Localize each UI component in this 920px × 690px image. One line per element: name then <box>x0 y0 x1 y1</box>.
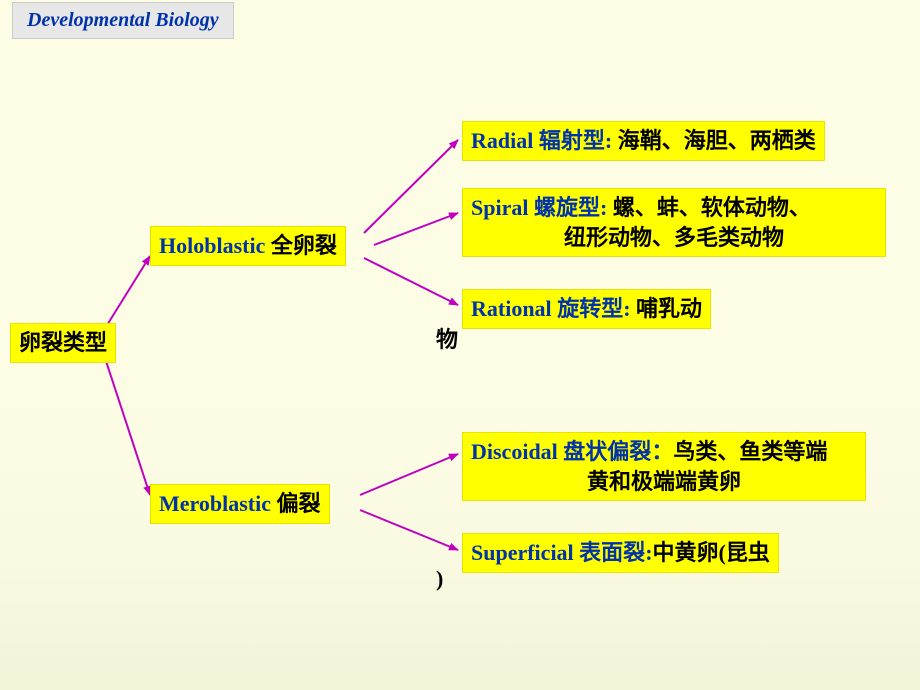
rational-type: 旋转型 <box>552 296 624 321</box>
radial-examples: 海鞘、海胆、两栖类 <box>612 128 816 153</box>
rational-en: Rational <box>471 296 552 321</box>
superficial-ex-p2: ) <box>436 566 443 591</box>
discoidal-type: 盘状偏裂 <box>558 439 652 464</box>
root-label: 卵裂类型 <box>19 330 107 355</box>
leaf-superficial: Superficial 表面裂:中黄卵(昆虫 <box>462 533 779 573</box>
leaf-radial: Radial 辐射型: 海鞘、海胆、两栖类 <box>462 121 825 161</box>
meroblastic-en: Meroblastic <box>159 491 271 516</box>
superficial-en: Superficial <box>471 540 574 565</box>
leaf-discoidal: Discoidal 盘状偏裂：鸟类、鱼类等端 黄和极端端黄卵 <box>462 432 866 501</box>
discoidal-colon: ： <box>651 439 673 464</box>
root-node: 卵裂类型 <box>10 323 116 363</box>
discoidal-en: Discoidal <box>471 439 558 464</box>
node-holoblastic: Holoblastic 全卵裂 <box>150 226 346 266</box>
arrows-layer <box>0 0 920 690</box>
spiral-type: 螺旋型 <box>528 195 600 220</box>
rational-ex-p2: 物 <box>436 327 458 352</box>
meroblastic-cn: 偏裂 <box>271 491 321 516</box>
spiral-ex-l1: 螺、蚌、软体动物、 <box>607 195 811 220</box>
rational-ex-p1: 哺乳动 <box>631 296 703 321</box>
holoblastic-cn: 全卵裂 <box>265 233 337 258</box>
superficial-ex-p1: 中黄卵(昆虫 <box>653 540 770 565</box>
header-title: Developmental Biology <box>27 9 219 31</box>
superficial-colon: : <box>645 540 652 565</box>
rational-colon: : <box>623 296 630 321</box>
holoblastic-en: Holoblastic <box>159 233 265 258</box>
node-meroblastic: Meroblastic 偏裂 <box>150 484 330 524</box>
leaf-spiral: Spiral 螺旋型: 螺、蚌、软体动物、 纽形动物、多毛类动物 <box>462 188 886 257</box>
radial-type: 辐射型 <box>533 128 605 153</box>
superficial-overflow: ) <box>436 566 443 592</box>
radial-en: Radial <box>471 128 533 153</box>
discoidal-ex-l2: 黄和极端端黄卵 <box>471 467 857 497</box>
leaf-rational: Rational 旋转型: 哺乳动 <box>462 289 711 329</box>
discoidal-ex-l1: 鸟类、鱼类等端 <box>673 439 827 464</box>
rational-overflow: 物 <box>436 322 458 354</box>
page-header: Developmental Biology <box>12 2 234 39</box>
superficial-type: 表面裂 <box>574 540 646 565</box>
spiral-ex-l2: 纽形动物、多毛类动物 <box>471 223 877 253</box>
spiral-en: Spiral <box>471 195 528 220</box>
